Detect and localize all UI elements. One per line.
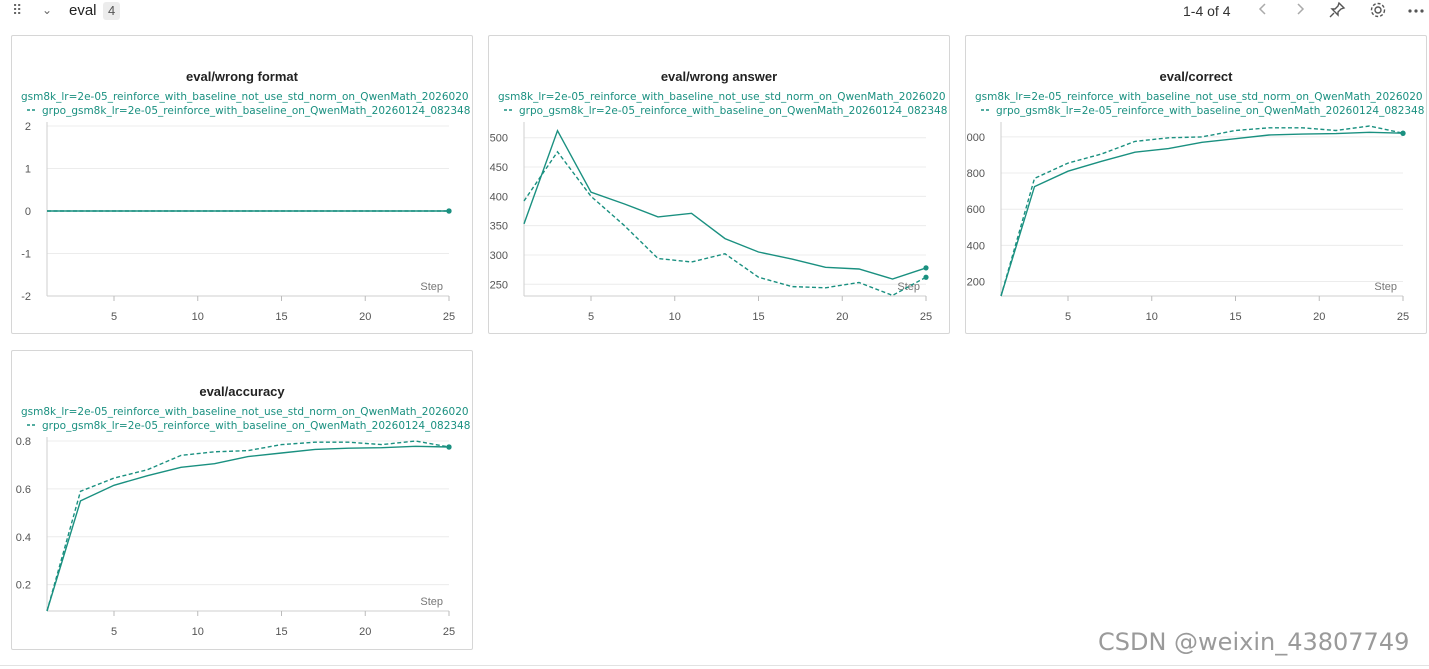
- x-axis-label: Step: [420, 596, 443, 608]
- x-tick-label: 15: [275, 311, 287, 323]
- x-axis-label: Step: [1374, 281, 1397, 293]
- y-tick-label: -2: [21, 291, 31, 303]
- series-end-point: [446, 208, 452, 214]
- series-line-dashed: [46, 440, 450, 612]
- legend-entry: gsm8k_lr=2e-05_reinforce_with_baseline_n…: [498, 91, 946, 103]
- panel-accuracy[interactable]: eval/accuracy gsm8k_lr=2e-05_reinforce_wi…: [11, 350, 473, 650]
- series-line-solid: [523, 128, 927, 280]
- chevron-down-icon[interactable]: ⌄: [42, 3, 53, 17]
- pin-icon[interactable]: [1328, 1, 1346, 24]
- legend-entry: grpo_gsm8k_lr=2e-05_reinforce_with_basel…: [519, 105, 947, 117]
- series-end-point: [1400, 130, 1406, 136]
- drag-handle-icon[interactable]: ⠿: [12, 2, 23, 18]
- y-tick-label: 600: [967, 204, 985, 216]
- chart-title: eval/correct: [1160, 69, 1234, 84]
- series-line-solid: [1000, 131, 1404, 297]
- legend-entry: grpo_gsm8k_lr=2e-05_reinforce_with_basel…: [42, 420, 470, 432]
- gear-icon[interactable]: [1369, 1, 1387, 24]
- chart-wrong-answer: eval/wrong answer gsm8k_lr=2e-05_reinforc…: [490, 69, 948, 323]
- chart-wrong-format: eval/wrong format gsm8k_lr=2e-05_reinforc…: [21, 69, 470, 323]
- x-tick-label: 25: [443, 626, 455, 638]
- x-tick-label: 20: [359, 311, 371, 323]
- chart-title: eval/wrong format: [186, 69, 299, 84]
- chevron-left-icon[interactable]: [1256, 1, 1270, 22]
- x-tick-label: 15: [752, 311, 764, 323]
- x-tick-label: 10: [192, 311, 204, 323]
- series-line-solid: [46, 445, 450, 612]
- x-tick-label: 20: [836, 311, 848, 323]
- more-icon[interactable]: [1407, 1, 1425, 24]
- x-tick-label: 5: [111, 311, 117, 323]
- x-axis-label: Step: [420, 281, 443, 293]
- divider: [0, 665, 1429, 666]
- y-tick-label: 0.8: [16, 436, 31, 448]
- section-count-badge: 4: [103, 2, 121, 20]
- x-tick-label: 20: [359, 626, 371, 638]
- x-tick-label: 25: [920, 311, 932, 323]
- chevron-right-icon[interactable]: [1293, 1, 1307, 22]
- y-tick-label: 250: [490, 279, 508, 291]
- panel-correct[interactable]: eval/correct gsm8k_lr=2e-05_reinforce_wit…: [965, 35, 1427, 334]
- x-tick-label: 10: [1146, 311, 1158, 323]
- x-tick-label: 5: [1065, 311, 1071, 323]
- x-tick-label: 15: [275, 626, 287, 638]
- y-tick-label: 500: [490, 133, 508, 145]
- y-tick-label: 400: [967, 240, 985, 252]
- y-tick-label: 2: [25, 121, 31, 133]
- x-tick-label: 10: [192, 626, 204, 638]
- panel-wrong-answer[interactable]: eval/wrong answer gsm8k_lr=2e-05_reinforc…: [488, 35, 950, 334]
- series-end-point: [446, 444, 452, 450]
- legend-entry: gsm8k_lr=2e-05_reinforce_with_baseline_n…: [21, 406, 469, 418]
- section-title[interactable]: eval: [69, 2, 97, 19]
- x-tick-label: 10: [669, 311, 681, 323]
- legend-entry: gsm8k_lr=2e-05_reinforce_with_baseline_n…: [975, 91, 1423, 103]
- y-tick-label: 0.6: [16, 484, 31, 496]
- chart-title: eval/accuracy: [199, 384, 285, 399]
- y-tick-label: -1: [21, 249, 31, 261]
- pagination-label: 1-4 of 4: [1183, 3, 1231, 19]
- x-tick-label: 5: [588, 311, 594, 323]
- x-tick-label: 15: [1229, 311, 1241, 323]
- y-tick-label: 1000: [966, 132, 985, 144]
- chart-accuracy: eval/accuracy gsm8k_lr=2e-05_reinforce_wi…: [16, 384, 471, 638]
- y-tick-label: 450: [490, 162, 508, 174]
- x-tick-label: 25: [443, 311, 455, 323]
- y-tick-label: 0: [25, 206, 31, 218]
- series-end-point: [923, 265, 929, 271]
- watermark: CSDN @weixin_43807749: [1098, 628, 1410, 656]
- y-tick-label: 400: [490, 191, 508, 203]
- x-tick-label: 25: [1397, 311, 1409, 323]
- section-header: ⠿ ⌄ eval 4 1-4 of 4: [0, 0, 1429, 24]
- x-tick-label: 5: [111, 626, 117, 638]
- y-tick-label: 0.4: [16, 532, 31, 544]
- series-line-dashed: [523, 150, 927, 297]
- series-end-point: [923, 274, 929, 280]
- y-tick-label: 350: [490, 221, 508, 233]
- legend-entry: grpo_gsm8k_lr=2e-05_reinforce_with_basel…: [42, 105, 470, 117]
- series-line-dashed: [1000, 125, 1404, 297]
- y-tick-label: 800: [967, 168, 985, 180]
- y-tick-label: 1: [25, 164, 31, 176]
- panel-wrong-format[interactable]: eval/wrong format gsm8k_lr=2e-05_reinforc…: [11, 35, 473, 334]
- legend-entry: grpo_gsm8k_lr=2e-05_reinforce_with_basel…: [996, 105, 1424, 117]
- x-tick-label: 20: [1313, 311, 1325, 323]
- chart-title: eval/wrong answer: [661, 69, 777, 84]
- y-tick-label: 300: [490, 250, 508, 262]
- legend-entry: gsm8k_lr=2e-05_reinforce_with_baseline_n…: [21, 91, 469, 103]
- chart-correct: eval/correct gsm8k_lr=2e-05_reinforce_wit…: [966, 69, 1424, 323]
- y-tick-label: 200: [967, 277, 985, 289]
- y-tick-label: 0.2: [16, 580, 31, 592]
